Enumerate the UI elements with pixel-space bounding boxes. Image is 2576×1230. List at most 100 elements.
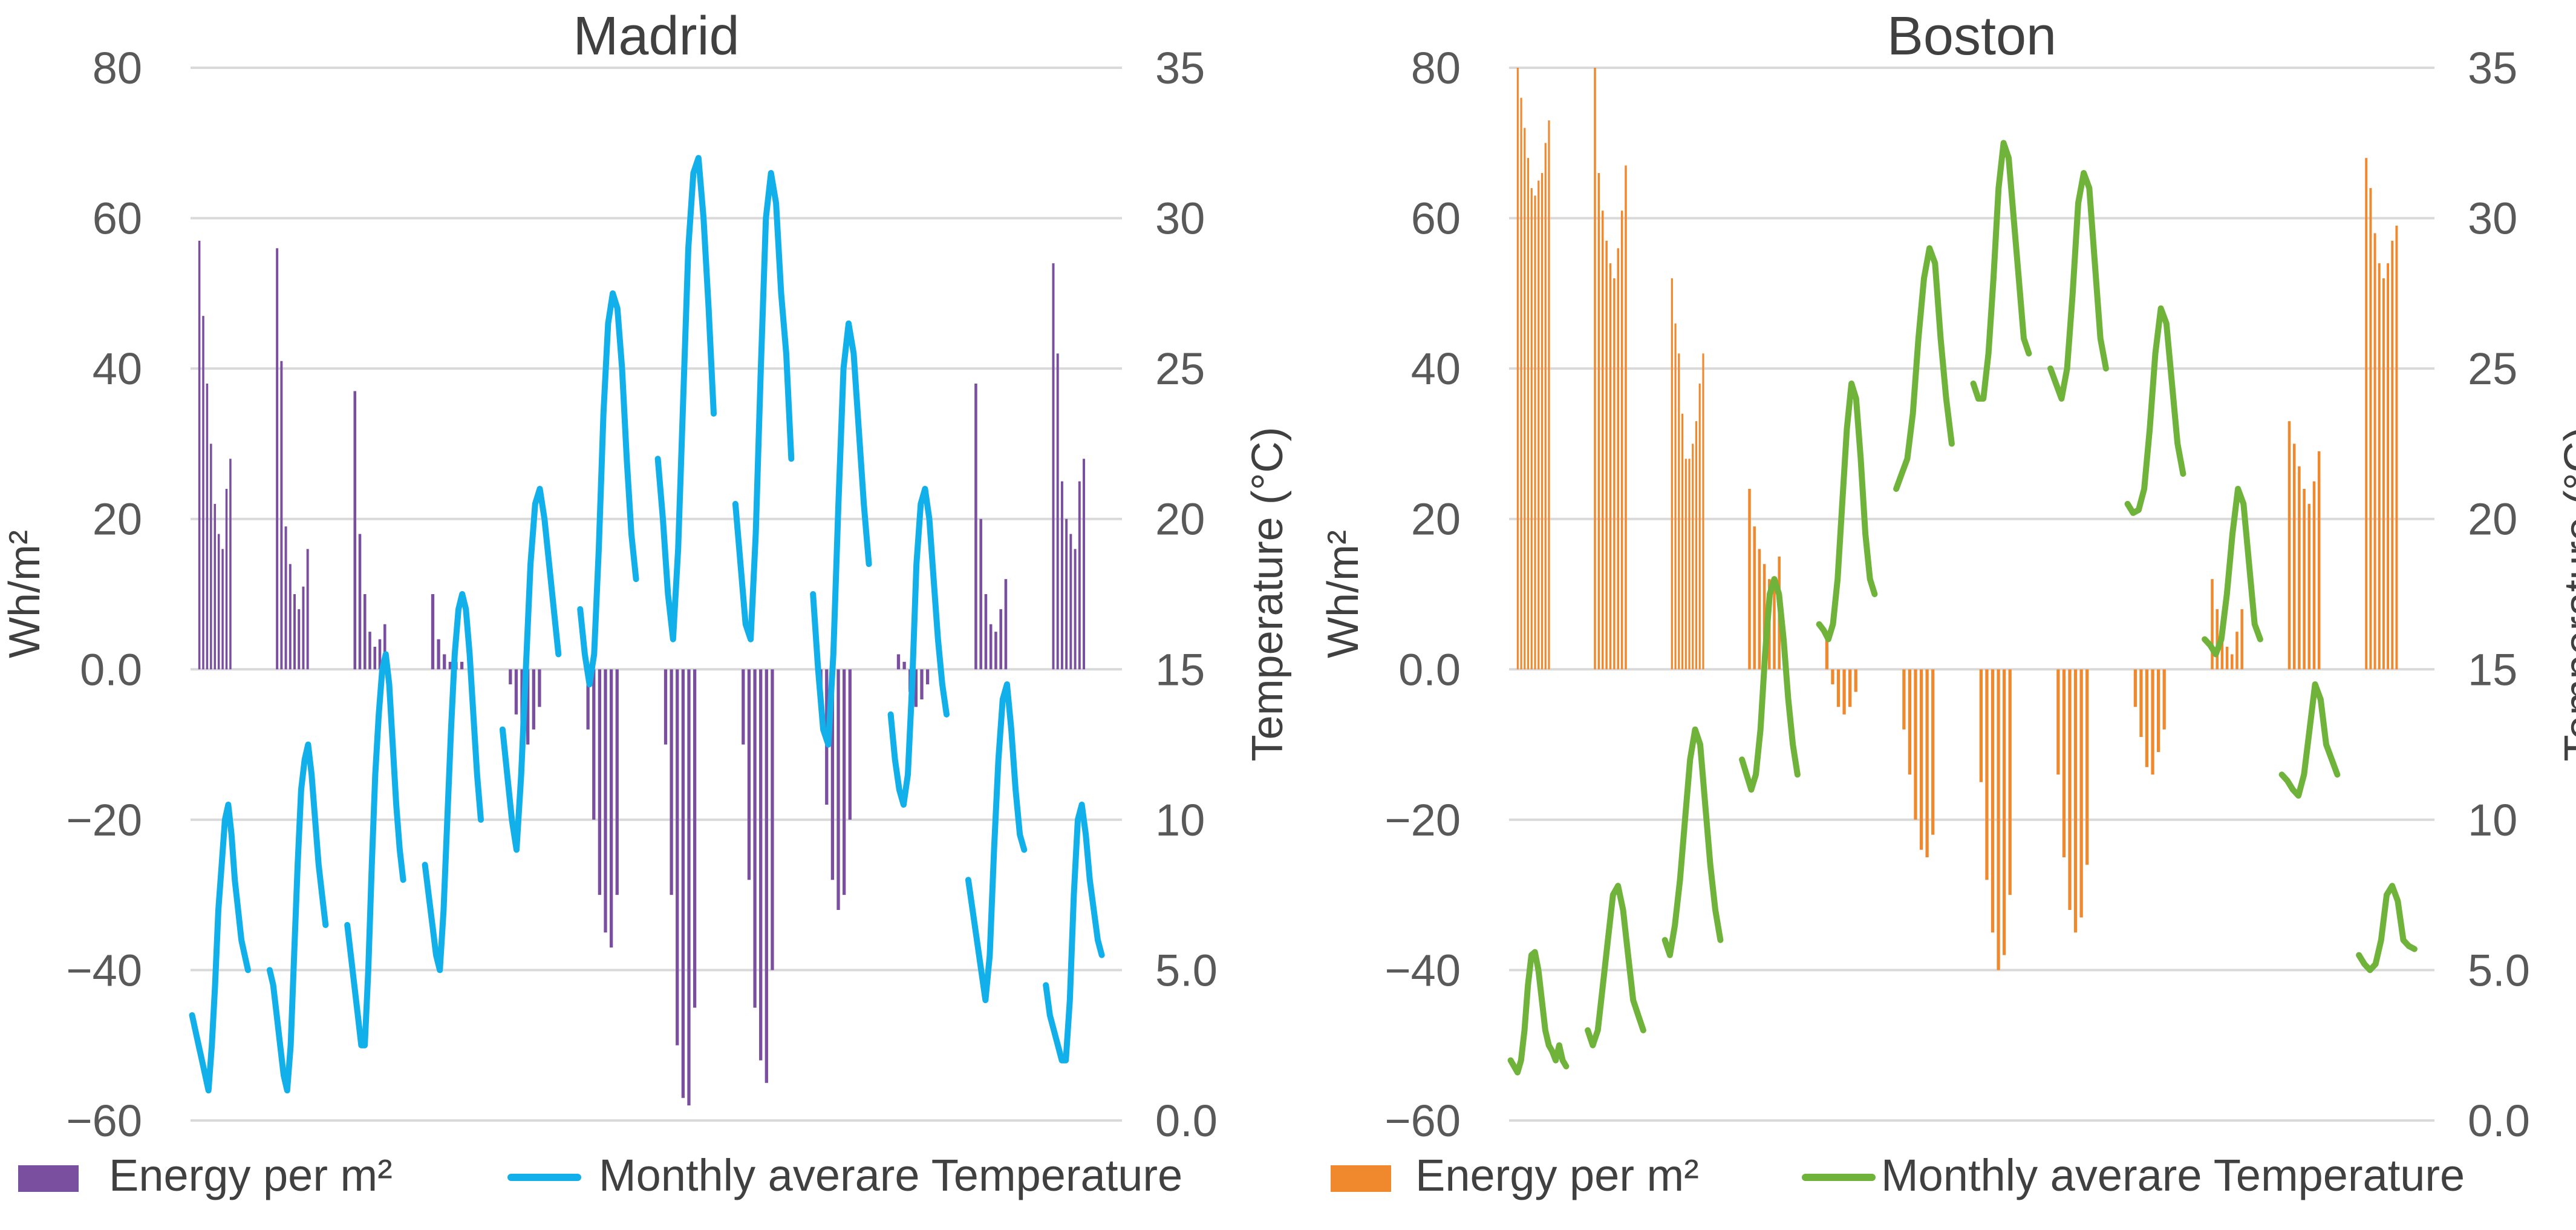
- energy-bar: [2387, 263, 2390, 670]
- energy-bar: [302, 586, 305, 670]
- energy-bar: [538, 669, 541, 707]
- y-left-axis-title: Wh/m²: [1, 530, 49, 658]
- energy-bar: [280, 361, 283, 670]
- energy-bar: [1842, 669, 1846, 715]
- energy-bar: [2133, 669, 2137, 707]
- y-right-tick-label: 0.0: [1155, 1096, 1218, 1146]
- legend: Energy per m² Monthly averare Temperature: [1331, 1150, 2465, 1200]
- energy-bar: [526, 669, 530, 745]
- energy-bar: [830, 669, 835, 880]
- energy-bar: [2312, 481, 2316, 670]
- energy-bar: [2292, 443, 2296, 670]
- energy-bar: [1602, 211, 1604, 670]
- energy-bar: [1914, 669, 1917, 820]
- temperature-segment: [1661, 726, 1724, 958]
- y-left-tick-label: −40: [66, 945, 142, 995]
- temperature-segment: [2356, 883, 2418, 973]
- energy-bar: [2225, 647, 2229, 670]
- energy-bar: [1625, 165, 1627, 670]
- y-right-tick-label: 10: [1155, 795, 1205, 845]
- y-right-tick-label: 5.0: [2468, 945, 2530, 995]
- y-right-tick-label: 20: [1155, 494, 1205, 545]
- energy-bar: [664, 669, 668, 745]
- y-left-tick-label: −20: [1384, 795, 1461, 845]
- energy-bar: [747, 669, 751, 880]
- energy-bar: [742, 669, 745, 745]
- energy-bar: [979, 518, 982, 670]
- chart-panel-madrid: Madrid 80 60 40 20 0.0 −20 −40 −60 35 30 25 20 15 10 5.…: [1, 6, 1292, 1200]
- energy-bar: [306, 549, 309, 670]
- temperature-segment: [344, 651, 406, 1048]
- energy-bar: [1056, 353, 1059, 670]
- temperature-segment: [2047, 170, 2109, 402]
- temperature-segment: [189, 802, 251, 1094]
- energy-bar: [1605, 240, 1608, 670]
- energy-bar: [1702, 353, 1704, 670]
- energy-bar: [586, 669, 590, 730]
- energy-bar: [1548, 120, 1550, 670]
- energy-bar: [276, 248, 279, 670]
- energy-bar: [2157, 669, 2160, 752]
- energy-bar: [1825, 639, 1829, 670]
- y-right-tick-label: 0.0: [2468, 1096, 2530, 1146]
- y-left-tick-label: −20: [66, 795, 142, 845]
- energy-bar: [368, 632, 371, 670]
- energy-bar: [1083, 459, 1086, 670]
- energy-bar: [1530, 188, 1533, 670]
- energy-bar: [1597, 173, 1600, 670]
- energy-bar: [615, 669, 619, 895]
- energy-bar: [771, 669, 774, 970]
- energy-bar: [2391, 240, 2394, 670]
- energy-bar: [509, 669, 512, 685]
- chart-panel-boston: Boston 80 60 40 20 0.0 −20 −40 −60 35 30 25 20 15 10 5.…: [1319, 6, 2576, 1200]
- energy-bar: [229, 459, 232, 670]
- y-right-tick-label: 35: [2468, 43, 2517, 93]
- y-left-tick-label: 40: [1411, 344, 1461, 394]
- energy-bar: [1688, 459, 1691, 670]
- energy-bar: [2068, 669, 2072, 910]
- temperature-line: [1507, 140, 2418, 1076]
- energy-bar: [206, 384, 209, 670]
- energy-bar: [2287, 421, 2291, 670]
- temperature-segment: [2202, 486, 2263, 658]
- temperature-line: [189, 155, 1105, 1094]
- temperature-segment: [1970, 140, 2032, 402]
- energy-bar: [2365, 158, 2368, 670]
- legend: Energy per m² Monthly averare Temperature: [18, 1150, 1182, 1200]
- energy-bar: [2151, 669, 2154, 775]
- energy-bar: [383, 624, 386, 670]
- energy-bar: [2369, 188, 2372, 670]
- energy-bar: [2298, 466, 2301, 670]
- y-left-tick-label: 20: [1411, 494, 1461, 545]
- y-left-tick-label: 80: [93, 43, 142, 93]
- energy-bar: [1831, 669, 1834, 685]
- energy-bar: [2139, 669, 2143, 738]
- energy-bar: [2062, 669, 2066, 857]
- energy-bar: [1836, 669, 1841, 707]
- y-left-tick-label: 0.0: [80, 644, 142, 695]
- energy-bar: [1762, 564, 1766, 670]
- temperature-segment: [1507, 949, 1570, 1076]
- y-right-tick-label: 25: [1155, 344, 1205, 394]
- temperature-segment: [499, 486, 562, 853]
- energy-bar: [514, 669, 518, 715]
- energy-bar: [2079, 669, 2083, 918]
- energy-bar: [217, 534, 220, 670]
- energy-bar: [753, 669, 757, 1008]
- energy-bar: [610, 669, 613, 948]
- legend-bar-label: Energy per m²: [1415, 1150, 1699, 1200]
- energy-bar: [1684, 459, 1687, 670]
- energy-bar: [284, 526, 287, 670]
- energy-bar: [925, 669, 930, 685]
- y-left-tick-label: 40: [93, 344, 142, 394]
- legend-bar-label: Energy per m²: [109, 1150, 393, 1200]
- energy-bar: [2008, 669, 2012, 895]
- energy-bar: [592, 669, 596, 820]
- energy-bar: [1594, 68, 1596, 670]
- energy-bar: [2378, 263, 2381, 670]
- energy-bar: [2145, 669, 2149, 767]
- energy-bar: [1541, 173, 1544, 670]
- y-right-tick-label: 15: [2468, 644, 2517, 695]
- energy-bar: [2216, 609, 2219, 670]
- energy-bar: [1534, 195, 1536, 670]
